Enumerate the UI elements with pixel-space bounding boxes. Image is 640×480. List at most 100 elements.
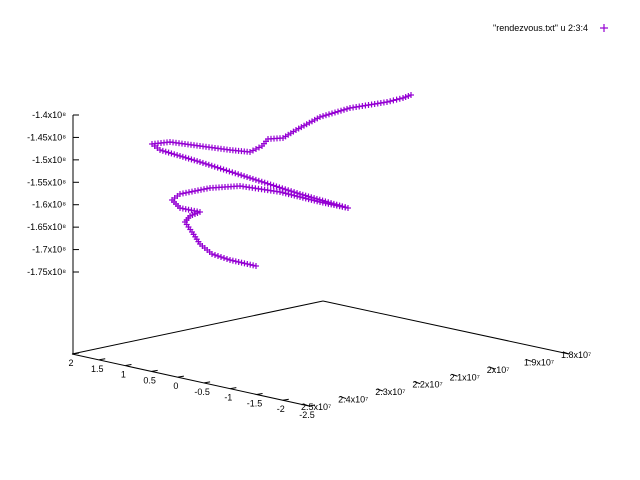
data-point	[247, 175, 253, 181]
data-point	[253, 177, 259, 183]
data-point	[329, 110, 335, 116]
data-point	[238, 172, 244, 178]
z-tick-label: -1.5x10⁸	[32, 155, 66, 165]
y-tick-label: -2	[277, 404, 285, 414]
data-point	[390, 97, 396, 103]
y-tick-label: -1	[224, 393, 232, 403]
x-tick-label: 2.4x10⁷	[338, 395, 368, 405]
y-tick-mark	[178, 376, 184, 377]
data-point	[339, 204, 345, 210]
data-point	[224, 256, 230, 262]
z-tick-label: -1.6x10⁸	[32, 200, 66, 210]
data-point	[174, 152, 180, 158]
data-point	[230, 258, 236, 264]
data-point	[194, 158, 200, 164]
data-point	[229, 169, 235, 175]
y-tick-mark	[152, 370, 158, 371]
z-tick-label: -1.7x10⁸	[32, 245, 66, 255]
data-point	[345, 205, 351, 211]
y-tick-label: 1.5	[91, 364, 104, 374]
y-tick-label: -0.5	[194, 387, 210, 397]
data-point	[218, 166, 224, 172]
axes	[72, 115, 569, 406]
data-point	[241, 260, 247, 266]
z-tick-label: -1.4x10⁸	[32, 110, 66, 120]
data-point	[241, 173, 247, 179]
y-tick-mark	[204, 382, 210, 383]
data-point	[221, 255, 227, 261]
data-point	[160, 148, 166, 154]
y-tick-label: 2	[68, 358, 73, 368]
data-point	[168, 150, 174, 156]
data-point	[250, 262, 256, 268]
data-point	[200, 160, 206, 166]
data-point	[265, 181, 271, 187]
data-point	[183, 155, 189, 161]
x-axis-line	[323, 301, 569, 354]
data-point	[247, 262, 253, 268]
data-point	[323, 112, 329, 118]
data-point	[244, 261, 250, 267]
data-point	[250, 176, 256, 182]
legend-marker-plus-icon	[600, 24, 608, 32]
y-tick-label: 0	[173, 381, 178, 391]
data-point	[335, 109, 341, 115]
data-point	[233, 258, 239, 264]
data-point	[177, 153, 183, 159]
data-point	[180, 154, 186, 160]
data-point	[186, 156, 192, 162]
data-point	[212, 252, 218, 258]
data-point	[397, 96, 403, 102]
z-axis-ticks: -1.4x10⁸ -1.45x10⁸ -1.5x10⁸ -1.55x10⁸ -1.6x1…	[27, 110, 79, 277]
data-point	[188, 156, 194, 162]
data-point	[227, 257, 233, 263]
y-tick-mark	[257, 393, 263, 394]
z-tick-label: -1.55x10⁸	[27, 177, 66, 187]
data-point	[268, 182, 274, 188]
x-tick-label: 1.8x10⁷	[561, 350, 591, 360]
x-axis-ticks: 1.8x10⁷ 1.9x10⁷ 2x10⁷ 2.1x10⁷ 2.2x10⁷ 2.3x10⁷…	[301, 350, 591, 412]
x-tick-label: 2.5x10⁷	[301, 402, 331, 412]
y-axis-line	[72, 354, 309, 406]
x-tick-label: 2.1x10⁷	[450, 372, 480, 382]
data-point	[259, 179, 265, 185]
data-point	[218, 254, 224, 260]
data-point	[338, 108, 344, 114]
data-point	[239, 260, 245, 266]
x-tick-label: 2x10⁷	[487, 365, 510, 375]
y-tick-mark	[283, 399, 289, 400]
data-point	[253, 263, 259, 269]
data-point	[341, 107, 347, 113]
y-tick-label: -1.5	[247, 398, 263, 408]
data-point	[171, 151, 177, 157]
y-tick-label: 1	[121, 370, 126, 380]
x-tick-label: 2.2x10⁷	[412, 380, 442, 390]
data-point	[232, 170, 238, 176]
data-point	[387, 98, 393, 104]
data-point	[215, 253, 221, 259]
data-point	[203, 161, 209, 167]
legend: "rendezvous.txt" u 2:3:4	[493, 23, 608, 33]
data-point	[226, 168, 232, 174]
data-point	[332, 110, 338, 116]
data-point	[347, 105, 353, 111]
z-tick-label: -1.45x10⁸	[27, 132, 66, 142]
y-tick-mark	[125, 365, 131, 366]
legend-label: "rendezvous.txt" u 2:3:4	[493, 23, 588, 33]
data-point	[206, 162, 212, 168]
data-point	[236, 259, 242, 265]
data-point	[163, 149, 169, 155]
data-points	[149, 92, 414, 269]
data-point	[221, 167, 227, 173]
data-point	[262, 180, 268, 186]
x-tick-label: 2.3x10⁷	[375, 387, 405, 397]
data-point	[212, 164, 218, 170]
data-point	[223, 167, 229, 173]
data-point	[166, 150, 172, 156]
data-point	[320, 113, 326, 119]
x-tick-label: 1.9x10⁷	[524, 357, 554, 367]
data-point	[215, 165, 221, 171]
z-tick-label: -1.65x10⁸	[27, 222, 66, 232]
y-tick-label: 0.5	[143, 375, 156, 385]
